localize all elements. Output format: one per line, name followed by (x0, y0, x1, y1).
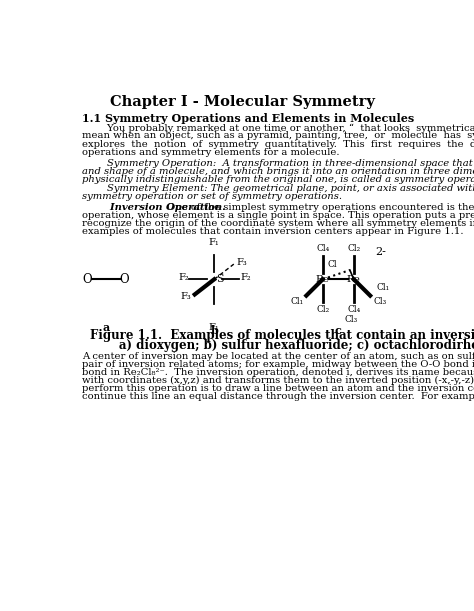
Text: Symmetry Element: The geometrical plane, point, or axis associated with a partic: Symmetry Element: The geometrical plane,… (82, 184, 474, 193)
Text: mean when an object, such as a pyramid, painting, tree,  or  molecule  has  symm: mean when an object, such as a pyramid, … (82, 131, 474, 141)
Text: Cl₄: Cl₄ (316, 244, 329, 253)
Text: a) dioxygen; b) sulfur hexafluoride; c) octachlorodirhenate(III) ion.: a) dioxygen; b) sulfur hexafluoride; c) … (90, 338, 474, 351)
Text: recognize the origin of the coordinate system where all symmetry elements inters: recognize the origin of the coordinate s… (82, 219, 474, 229)
Text: Cl₄: Cl₄ (347, 306, 360, 315)
Text: Re: Re (347, 275, 361, 284)
Text: pair of inversion related atoms; for example, midway between the O-O bond in O₂ : pair of inversion related atoms; for exa… (82, 360, 474, 369)
Text: Symmetry Operation:  A transformation in three-dimensional space that preserves : Symmetry Operation: A transformation in … (82, 159, 474, 168)
Text: examples of molecules that contain inversion centers appear in Figure 1.1.: examples of molecules that contain inver… (82, 227, 464, 236)
Text: a: a (102, 321, 109, 332)
Text: 1.1 Symmetry Operations and Elements in Molecules: 1.1 Symmetry Operations and Elements in … (82, 114, 415, 125)
Text: explores  the  notion  of  symmetry  quantitatively.  This  first  requires  the: explores the notion of symmetry quantita… (82, 139, 474, 148)
Text: O: O (82, 273, 92, 286)
Text: Chapter I - Molecular Symmetry: Chapter I - Molecular Symmetry (110, 95, 375, 109)
Text: S: S (217, 274, 224, 284)
Text: A center of inversion may be located at the center of an atom, such as on sulfur: A center of inversion may be located at … (82, 352, 474, 360)
Text: F₁: F₁ (209, 238, 219, 247)
Text: Cl₂: Cl₂ (347, 244, 360, 253)
Text: and shape of a molecule, and which brings it into an orientation in three dimens: and shape of a molecule, and which bring… (82, 167, 474, 176)
Text: bond in Re₂Cl₈²⁻.  The inversion operation, denoted i, derives its name because : bond in Re₂Cl₈²⁻. The inversion operatio… (82, 368, 474, 377)
Text: Cl₁: Cl₁ (290, 297, 303, 306)
Text: c: c (335, 326, 342, 337)
Text: F₁: F₁ (209, 323, 219, 332)
Text: operation, whose element is a single point in space. This operation puts a premi: operation, whose element is a single poi… (82, 211, 474, 220)
Text: perform this operation is to draw a line between an atom and the inversion cente: perform this operation is to draw a line… (82, 384, 474, 393)
Text: F₃: F₃ (237, 258, 247, 267)
Text: F₂: F₂ (178, 273, 189, 282)
Text: b: b (210, 326, 218, 337)
Text: continue this line an equal distance through the inversion center.  For example : continue this line an equal distance thr… (82, 392, 474, 401)
Text: Cl₂: Cl₂ (316, 306, 329, 315)
Text: Inversion Operation.: Inversion Operation. (82, 203, 226, 212)
Text: Cl₁: Cl₁ (376, 284, 390, 293)
Text: F₃: F₃ (181, 291, 191, 301)
Text: F₂: F₂ (240, 273, 251, 282)
Text: Cl₃: Cl₃ (344, 315, 357, 324)
Text: Re: Re (316, 275, 330, 284)
Text: 2-: 2- (375, 247, 386, 257)
Text: Cl: Cl (327, 260, 337, 268)
Text: One of the simplest symmetry operations encountered is the inversion: One of the simplest symmetry operations … (164, 203, 474, 212)
Text: symmetry operation or set of symmetry operations.: symmetry operation or set of symmetry op… (82, 192, 343, 201)
Text: with coordinates (x,y,z) and transforms them to the inverted position (-x,-y,-z): with coordinates (x,y,z) and transforms … (82, 376, 474, 385)
Text: Figure 1.1.  Examples of molecules that contain an inversion center: Figure 1.1. Examples of molecules that c… (90, 329, 474, 342)
Text: You probably remarked at one time or another, “  that looks  symmetrical.”   Wha: You probably remarked at one time or ano… (82, 123, 474, 133)
Text: O: O (119, 273, 129, 286)
Text: operations and symmetry elements for a molecule.: operations and symmetry elements for a m… (82, 148, 340, 156)
Text: Cl₃: Cl₃ (374, 297, 386, 306)
Text: physically indistinguishable from the original one, is called a symmetry operati: physically indistinguishable from the or… (82, 175, 474, 184)
